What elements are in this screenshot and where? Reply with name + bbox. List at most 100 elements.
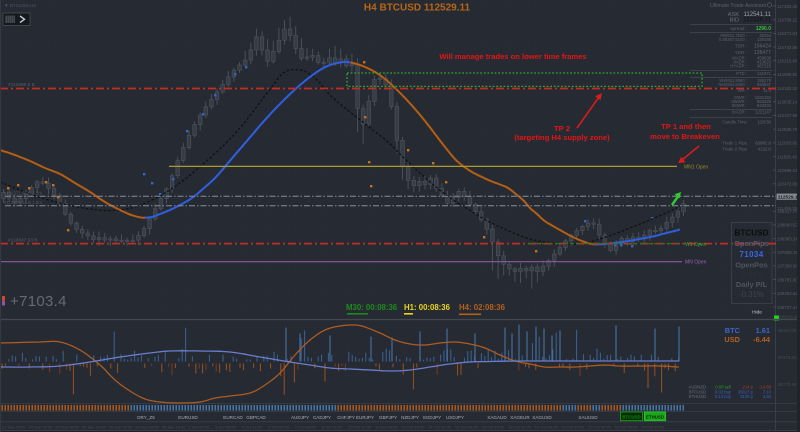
svg-text:30 Sep 16:00: 30 Sep 16:00 [162, 425, 187, 430]
svg-text:110999.24: 110999.24 [777, 168, 798, 173]
svg-text:22 Oct 00:00: 22 Oct 00:00 [588, 425, 612, 430]
svg-text:Will manage trades on lower ti: Will manage trades on lower time frames [439, 52, 586, 61]
svg-text:XAGAUD: XAGAUD [487, 415, 507, 420]
svg-text:(targeting H4 supply zone): (targeting H4 supply zone) [514, 133, 610, 142]
svg-text:367218: 367218 [757, 64, 772, 69]
svg-text:843334: 843334 [757, 103, 772, 108]
svg-text:113635.14: 113635.14 [777, 100, 798, 105]
svg-text:WR :: WR : [738, 88, 747, 93]
svg-text:19 Oct 08:00: 19 Oct 08:00 [535, 425, 559, 430]
svg-text:0.08 sell: 0.08 sell [715, 385, 731, 390]
svg-text:WW651.9080 :: WW651.9080 : [719, 78, 747, 83]
svg-text:AUDJPY: AUDJPY [291, 415, 309, 420]
svg-text:CHFJPY: CHFJPY [337, 415, 355, 420]
svg-text:0.56267.5100 :: 0.56267.5100 : [719, 37, 747, 42]
svg-text:Daily P/L: Daily P/L [736, 280, 768, 289]
svg-text:11 Oct 08:00: 11 Oct 08:00 [375, 425, 398, 430]
svg-text:IIADR :: IIADR : [734, 60, 748, 65]
svg-text:65982.0: 65982.0 [755, 141, 771, 146]
svg-text:#110847.93 B: #110847.93 B [8, 238, 38, 244]
svg-text:0.13 buy: 0.13 buy [715, 394, 732, 399]
svg-text:105727.44: 105727.44 [777, 305, 798, 310]
svg-text:USDJPY: USDJPY [446, 415, 464, 420]
svg-text:8 Oct 16:00: 8 Oct 16:00 [322, 425, 343, 430]
svg-text:113107.96: 113107.96 [777, 113, 798, 118]
svg-text:spread :: spread : [730, 26, 747, 31]
svg-text:10 Oct 00:00: 10 Oct 00:00 [348, 425, 372, 430]
svg-text:29 Sep 08:00: 29 Sep 08:00 [135, 425, 160, 430]
svg-text:Trade 2 Pips: Trade 2 Pips [722, 147, 748, 152]
svg-text:BTC: BTC [725, 326, 741, 335]
svg-text:H1: 00:08:36: H1: 00:08:36 [404, 303, 451, 312]
svg-text:128:36: 128:36 [758, 120, 772, 125]
svg-text:95773.40: 95773.40 [778, 382, 797, 387]
svg-text:24 Oct 16:00: 24 Oct 16:00 [641, 425, 665, 430]
svg-text:#90631.7500 :: #90631.7500 : [720, 33, 747, 38]
svg-text:459639: 459639 [757, 56, 772, 61]
svg-text:1282184: 1282184 [755, 95, 772, 100]
svg-text:3WWR :: 3WWR : [731, 99, 747, 104]
svg-text:BID: BID [730, 18, 739, 24]
svg-text:97470.20: 97470.20 [778, 355, 797, 360]
svg-text:28 Sep 00:00: 28 Sep 00:00 [109, 425, 134, 430]
svg-text:107836.16: 107836.16 [777, 250, 798, 255]
svg-text:594537: 594537 [757, 82, 772, 87]
svg-text:15 Oct 08:00: 15 Oct 08:00 [455, 425, 479, 430]
svg-text:-0.31%: -0.31% [739, 271, 764, 280]
svg-text:HYADR :: HYADR : [730, 64, 747, 69]
svg-text:30254: 30254 [759, 33, 771, 38]
svg-text:3105 p: 3105 p [740, 394, 753, 399]
svg-text:26 Sep 16:00: 26 Sep 16:00 [82, 425, 107, 430]
svg-text:OpenPos: OpenPos [735, 261, 767, 270]
svg-text:7 Oct 08:00: 7 Oct 08:00 [295, 425, 316, 430]
svg-text:XAGUSD: XAGUSD [532, 415, 552, 420]
svg-text:2 Oct 00:00: 2 Oct 00:00 [189, 425, 210, 430]
svg-text:20 Oct 16:00: 20 Oct 16:00 [561, 425, 585, 430]
svg-text:112541.11: 112541.11 [744, 12, 772, 18]
svg-text:H4 BTCUSD 112529.11: H4 BTCUSD 112529.11 [364, 3, 471, 14]
svg-text:111459.25: 111459.25 [777, 206, 798, 211]
svg-text:116798.22: 116798.22 [777, 18, 798, 23]
svg-text:112580.78: 112580.78 [777, 127, 798, 132]
svg-text:129168: 129168 [757, 37, 772, 42]
svg-text:BTCUSD: BTCUSD [622, 415, 640, 420]
svg-text:116271.04: 116271.04 [777, 31, 798, 36]
svg-text:EURCAD: EURCAD [223, 415, 243, 420]
svg-text:Candle Time: Candle Time [722, 120, 747, 125]
svg-text:-0.31%: -0.31% [739, 290, 764, 299]
svg-text:6 Oct 00:00: 6 Oct 00:00 [268, 425, 289, 430]
svg-text:18 Oct 00:00: 18 Oct 00:00 [508, 425, 532, 430]
svg-text:BTCUSD: BTCUSD [689, 390, 706, 395]
svg-text:413623: 413623 [757, 60, 772, 65]
svg-text:GBPJPY: GBPJPY [379, 415, 397, 420]
svg-text:MN1 Open: MN1 Open [684, 165, 708, 171]
svg-text:108890.52: 108890.52 [777, 223, 798, 228]
svg-text:112529.11: 112529.11 [743, 18, 771, 24]
svg-text:114689.50: 114689.50 [777, 72, 798, 77]
svg-text:WADR :: WADR : [732, 56, 747, 61]
svg-text:107308.98: 107308.98 [777, 264, 798, 269]
svg-text:PTD :: PTD : [736, 71, 747, 76]
svg-text:117325.40: 117325.40 [777, 4, 798, 9]
svg-text:108363.34: 108363.34 [777, 236, 798, 241]
svg-text:35617 p: 35617 p [738, 390, 754, 395]
svg-text:XAUUSD: XAUUSD [578, 415, 598, 420]
svg-text:12 Oct 16:00: 12 Oct 16:00 [402, 425, 426, 430]
svg-text:7.10: 7.10 [763, 390, 772, 395]
svg-text:move to Breakeven: move to Breakeven [650, 132, 720, 141]
svg-text:#112899.5 B: #112899.5 B [8, 82, 35, 88]
svg-text:0.02 buy: 0.02 buy [715, 390, 732, 395]
svg-text:24 Sep 00:00: 24 Sep 00:00 [29, 425, 54, 430]
svg-text:ETHUSD: ETHUSD [689, 394, 706, 399]
svg-text:156424: 156424 [754, 44, 771, 50]
svg-text:25 Sep 08:00: 25 Sep 08:00 [55, 425, 80, 430]
svg-text:SGDJPY: SGDJPY [423, 415, 441, 420]
svg-text:OpenPips: OpenPips [734, 239, 769, 248]
svg-text:EURJPY: EURJPY [356, 415, 374, 420]
svg-text:115743.86: 115743.86 [777, 45, 798, 50]
svg-text:1290.0: 1290.0 [756, 26, 772, 32]
svg-text:TP 2: TP 2 [554, 124, 570, 133]
svg-text:155279: 155279 [757, 78, 772, 83]
svg-text:GBPCAD: GBPCAD [246, 415, 266, 420]
svg-text:115216.68: 115216.68 [777, 59, 798, 64]
